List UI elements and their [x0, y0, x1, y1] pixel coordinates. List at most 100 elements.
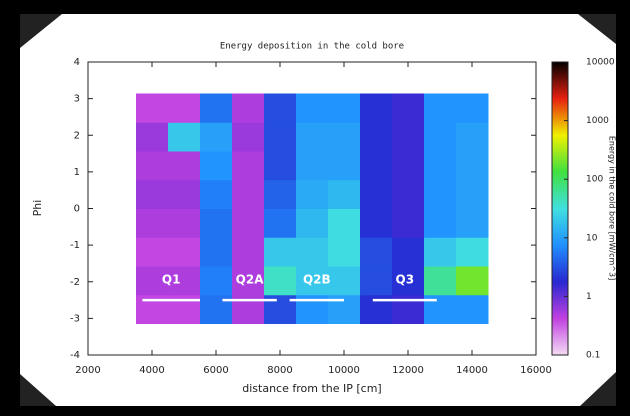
x-axis-label: distance from the IP [cm] — [242, 382, 381, 395]
heatmap-cell — [136, 208, 169, 238]
x-tick-label: 8000 — [267, 365, 292, 376]
heatmap-cell — [328, 266, 361, 296]
heatmap-cell — [200, 237, 233, 267]
y-tick-label: -3 — [70, 313, 80, 324]
heatmap-cell — [200, 150, 233, 181]
heatmap-cell — [392, 122, 425, 152]
heatmap-cell — [168, 179, 201, 209]
heatmap-cell — [264, 122, 297, 152]
heatmap-cell — [456, 266, 489, 296]
magnet-label: Q2A — [236, 273, 265, 287]
colorbar-tick-label: 10 — [586, 233, 598, 243]
heatmap-cell — [264, 237, 297, 267]
magnet-label: Q2B — [303, 273, 331, 287]
heatmap-cell — [328, 208, 361, 238]
heatmap-cell — [232, 93, 265, 123]
heatmap-cell — [296, 208, 329, 238]
chart-title: Energy deposition in the cold bore — [220, 42, 404, 52]
heatmap-cell — [232, 208, 265, 238]
heatmap-cell — [424, 266, 457, 296]
heatmap-cell — [296, 150, 329, 181]
heatmap-cell — [456, 208, 489, 238]
heatmap-cell — [392, 93, 425, 123]
heatmap-cell — [168, 150, 201, 181]
heatmap-cell — [200, 93, 233, 123]
heatmap-cell — [264, 93, 297, 123]
heatmap-cell — [456, 237, 489, 267]
heatmap-cell — [232, 179, 265, 209]
heatmap-cell — [360, 122, 393, 152]
heatmap-cell — [392, 179, 425, 209]
colorbar — [551, 61, 569, 356]
heatmap-cell — [264, 266, 297, 296]
heatmap-cell — [328, 150, 361, 181]
colorbar-tick-label: 1 — [586, 292, 592, 302]
colorbar-tick-label: 100 — [586, 175, 603, 185]
heatmap-cell — [360, 237, 393, 267]
heatmap-cell — [296, 93, 329, 123]
heatmap-cell — [360, 208, 393, 238]
y-tick-label: -1 — [70, 240, 80, 251]
heatmap-cell — [232, 122, 265, 152]
heatmap-cell — [168, 237, 201, 267]
colorbar-tick-label: 0.1 — [586, 351, 600, 361]
heatmap-cell — [392, 150, 425, 181]
heatmap-cell — [264, 208, 297, 238]
y-tick-label: -4 — [70, 350, 80, 361]
y-tick-label: 4 — [74, 57, 80, 68]
heatmap-cell — [424, 179, 457, 209]
corner-curl — [20, 374, 56, 406]
y-tick-label: 0 — [74, 204, 80, 215]
heatmap-cell — [136, 179, 169, 209]
y-tick-label: 2 — [74, 130, 80, 141]
heatmap-cell — [136, 93, 169, 123]
heatmap-cell — [424, 237, 457, 267]
heatmap-cell — [456, 150, 489, 181]
heatmap-cell — [136, 237, 169, 267]
x-tick-label: 16000 — [520, 365, 552, 376]
magnet-label: Q3 — [396, 273, 415, 287]
colorbar-tick-label: 10000 — [586, 58, 615, 68]
heatmap-cell — [392, 208, 425, 238]
heatmap-cell — [328, 122, 361, 152]
heatmap-cell — [328, 237, 361, 267]
y-tick-label: 3 — [74, 94, 80, 105]
axes: 2000 4000 6000 8000 10000 12000 14000 16000-4-3… — [70, 57, 615, 376]
heatmap-cell — [424, 150, 457, 181]
heatmap — [136, 93, 489, 325]
heatmap-cell — [168, 266, 201, 296]
heatmap-cell — [200, 179, 233, 209]
heatmap-cell — [456, 93, 489, 123]
heatmap-cell — [168, 208, 201, 238]
heatmap-cell — [232, 266, 265, 296]
corner-curl — [578, 14, 616, 44]
heatmap-cell — [328, 93, 361, 123]
colorbar-label: Energy in the cold bore [mW/cm^3] — [608, 136, 617, 280]
heatmap-cell — [360, 179, 393, 209]
heatmap-cell — [456, 294, 489, 325]
heatmap-cell — [136, 266, 169, 296]
heatmap-cell — [296, 179, 329, 209]
heatmap-cell — [136, 122, 169, 152]
corner-curl — [580, 372, 616, 406]
x-tick-label: 10000 — [328, 365, 360, 376]
heatmap-cell — [296, 122, 329, 152]
y-tick-label: 1 — [74, 167, 80, 178]
heatmap-cell — [392, 237, 425, 267]
heatmap-cell — [200, 122, 233, 152]
x-tick-label: 2000 — [75, 365, 100, 376]
x-tick-label: 4000 — [139, 365, 164, 376]
heatmap-cell — [456, 122, 489, 152]
heatmap-cell — [328, 179, 361, 209]
heatmap-cell — [264, 150, 297, 181]
x-tick-label: 14000 — [456, 365, 488, 376]
heatmap-cell — [232, 150, 265, 181]
heatmap-cell — [456, 179, 489, 209]
heatmap-cell — [296, 266, 329, 296]
heatmap-cell — [424, 93, 457, 123]
heatmap-cell — [296, 237, 329, 267]
heatmap-cell — [168, 93, 201, 123]
heatmap-cell — [392, 266, 425, 296]
